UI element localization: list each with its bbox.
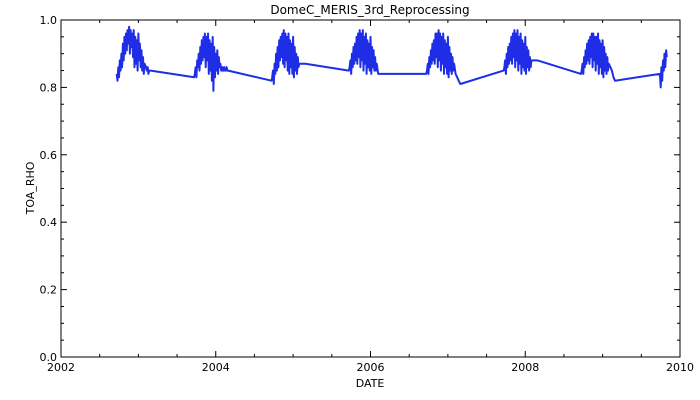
x-axis-label: DATE	[356, 377, 385, 390]
y-axis-label: TOA_RHO	[24, 161, 37, 215]
x-tick-label: 2002	[47, 361, 75, 374]
x-tick-label: 2008	[511, 361, 539, 374]
y-tick-label: 0.0	[40, 351, 58, 364]
y-axis: 0.0 0.2 0.4 0.6 0.8 1.0	[40, 14, 680, 364]
x-tick-label: 2006	[357, 361, 385, 374]
x-tick-label: 2004	[202, 361, 230, 374]
chart-title: DomeC_MERIS_3rd_Reprocessing	[270, 3, 469, 17]
y-tick-label: 0.4	[40, 216, 58, 229]
series-layer	[115, 25, 668, 92]
y-tick-label: 0.8	[40, 81, 58, 94]
series-line	[115, 25, 668, 92]
y-tick-label: 0.2	[40, 284, 58, 297]
y-tick-label: 0.6	[40, 149, 58, 162]
x-tick-label: 2010	[666, 361, 694, 374]
x-axis: 2002 2004 2006 2008 2010	[47, 20, 694, 374]
y-tick-label: 1.0	[40, 14, 58, 27]
